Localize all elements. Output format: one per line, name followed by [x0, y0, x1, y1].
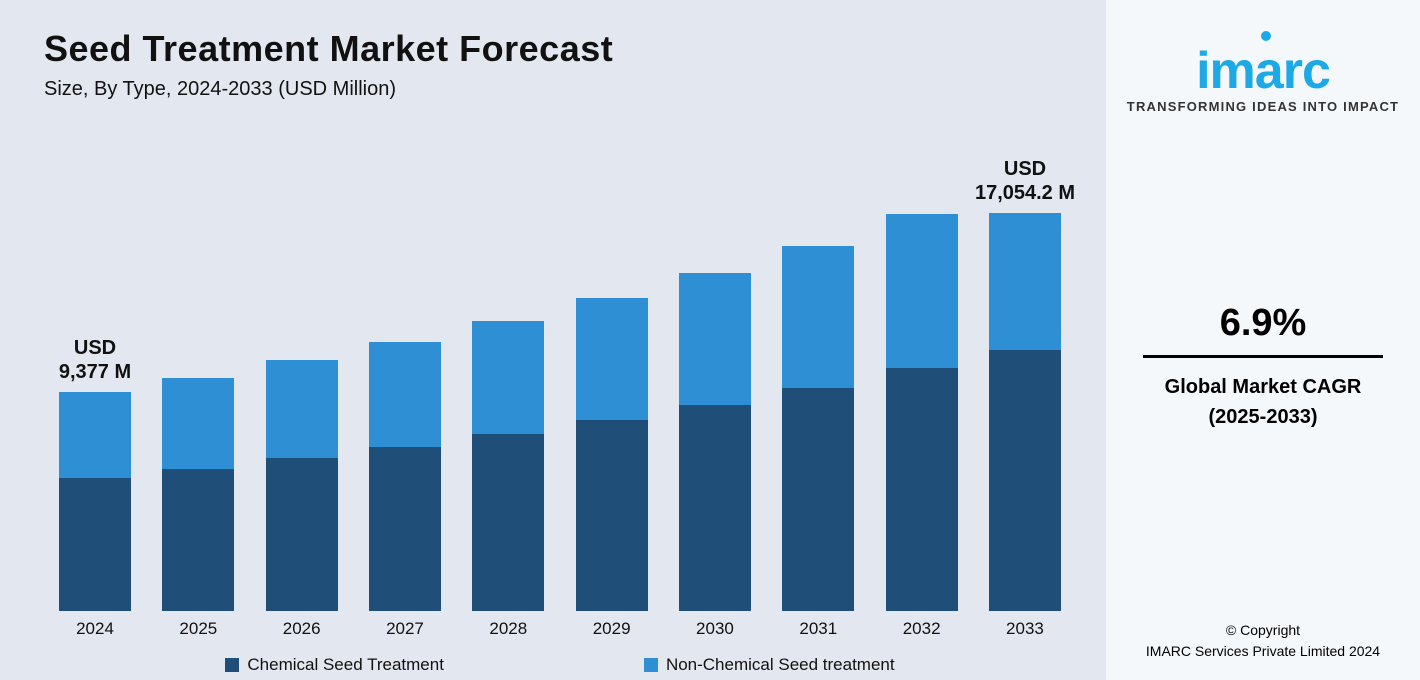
bar-segment-nonchemical	[266, 360, 338, 458]
legend-swatch-icon	[644, 658, 658, 672]
cagr-label-line2: (2025-2033)	[1143, 402, 1383, 432]
bars-row	[44, 191, 1076, 611]
chart-plot-area: 2024202520262027202820292030203120322033…	[44, 177, 1076, 647]
bar-column	[561, 298, 663, 611]
x-axis-labels: 2024202520262027202820292030203120322033	[44, 619, 1076, 647]
bar-segment-chemical	[59, 478, 131, 611]
bar-segment-nonchemical	[59, 392, 131, 478]
bar-segment-nonchemical	[369, 342, 441, 447]
x-axis-label: 2024	[44, 619, 146, 647]
logo-tagline: TRANSFORMING IDEAS INTO IMPACT	[1127, 99, 1399, 114]
bar-segment-nonchemical	[472, 321, 544, 434]
side-panel: imarc TRANSFORMING IDEAS INTO IMPACT 6.9…	[1106, 0, 1420, 680]
chart-panel: Seed Treatment Market Forecast Size, By …	[0, 0, 1106, 680]
x-axis-label: 2030	[664, 619, 766, 647]
x-axis-label: 2026	[251, 619, 353, 647]
bar-stack	[782, 246, 854, 611]
bar-column	[974, 213, 1076, 611]
legend-label: Non-Chemical Seed treatment	[666, 655, 895, 675]
bar-segment-chemical	[886, 368, 958, 611]
bar-column	[871, 214, 973, 611]
x-axis-label: 2032	[871, 619, 973, 647]
bar-column	[147, 378, 249, 611]
bar-stack	[679, 273, 751, 611]
bar-segment-chemical	[472, 434, 544, 611]
bar-column	[767, 246, 869, 611]
bar-column	[251, 360, 353, 611]
chart-title: Seed Treatment Market Forecast	[44, 28, 1076, 70]
copyright: © Copyright IMARC Services Private Limit…	[1146, 620, 1380, 662]
bar-segment-chemical	[266, 458, 338, 611]
bar-segment-nonchemical	[162, 378, 234, 469]
cagr-box: 6.9% Global Market CAGR (2025-2033)	[1143, 302, 1383, 432]
bar-segment-chemical	[679, 405, 751, 612]
legend-label: Chemical Seed Treatment	[247, 655, 444, 675]
x-axis-label: 2027	[354, 619, 456, 647]
bar-segment-chemical	[369, 447, 441, 612]
x-axis-label: 2031	[767, 619, 869, 647]
bar-stack	[989, 213, 1061, 611]
bar-segment-nonchemical	[679, 273, 751, 405]
legend-item-nonchemical: Non-Chemical Seed treatment	[644, 655, 895, 675]
bar-column	[457, 321, 559, 611]
cagr-divider	[1143, 355, 1383, 358]
bar-stack	[472, 321, 544, 611]
bar-stack	[59, 392, 131, 611]
logo-dot-icon	[1261, 31, 1271, 41]
bar-stack	[886, 214, 958, 611]
bar-stack	[266, 360, 338, 611]
bar-value-label: USD 17,054.2 M	[959, 157, 1091, 205]
cagr-value: 6.9%	[1143, 302, 1383, 355]
bar-segment-chemical	[162, 469, 234, 611]
x-axis-label: 2033	[974, 619, 1076, 647]
x-axis-label: 2029	[561, 619, 663, 647]
brand-logo: imarc TRANSFORMING IDEAS INTO IMPACT	[1127, 30, 1399, 114]
legend-swatch-icon	[225, 658, 239, 672]
bar-segment-nonchemical	[989, 213, 1061, 350]
bar-segment-chemical	[989, 350, 1061, 611]
x-axis-label: 2025	[147, 619, 249, 647]
chart-legend: Chemical Seed Treatment Non-Chemical See…	[44, 655, 1076, 675]
bar-segment-nonchemical	[886, 214, 958, 368]
bar-stack	[369, 342, 441, 612]
bar-stack	[162, 378, 234, 611]
copyright-line1: © Copyright	[1146, 620, 1380, 641]
chart-subtitle: Size, By Type, 2024-2033 (USD Million)	[44, 78, 1076, 101]
bar-segment-nonchemical	[576, 298, 648, 419]
bar-segment-chemical	[576, 420, 648, 611]
bar-column	[354, 342, 456, 612]
bar-segment-chemical	[782, 388, 854, 611]
legend-item-chemical: Chemical Seed Treatment	[225, 655, 444, 675]
logo-brand-text: imarc	[1127, 48, 1399, 95]
bar-column	[44, 392, 146, 611]
bar-column	[664, 273, 766, 611]
bar-stack	[576, 298, 648, 611]
bar-value-label: USD 9,377 M	[29, 336, 161, 384]
infographic-root: Seed Treatment Market Forecast Size, By …	[0, 0, 1420, 680]
x-axis-label: 2028	[457, 619, 559, 647]
copyright-line2: IMARC Services Private Limited 2024	[1146, 641, 1380, 662]
cagr-label-line1: Global Market CAGR	[1143, 372, 1383, 402]
bar-segment-nonchemical	[782, 246, 854, 388]
